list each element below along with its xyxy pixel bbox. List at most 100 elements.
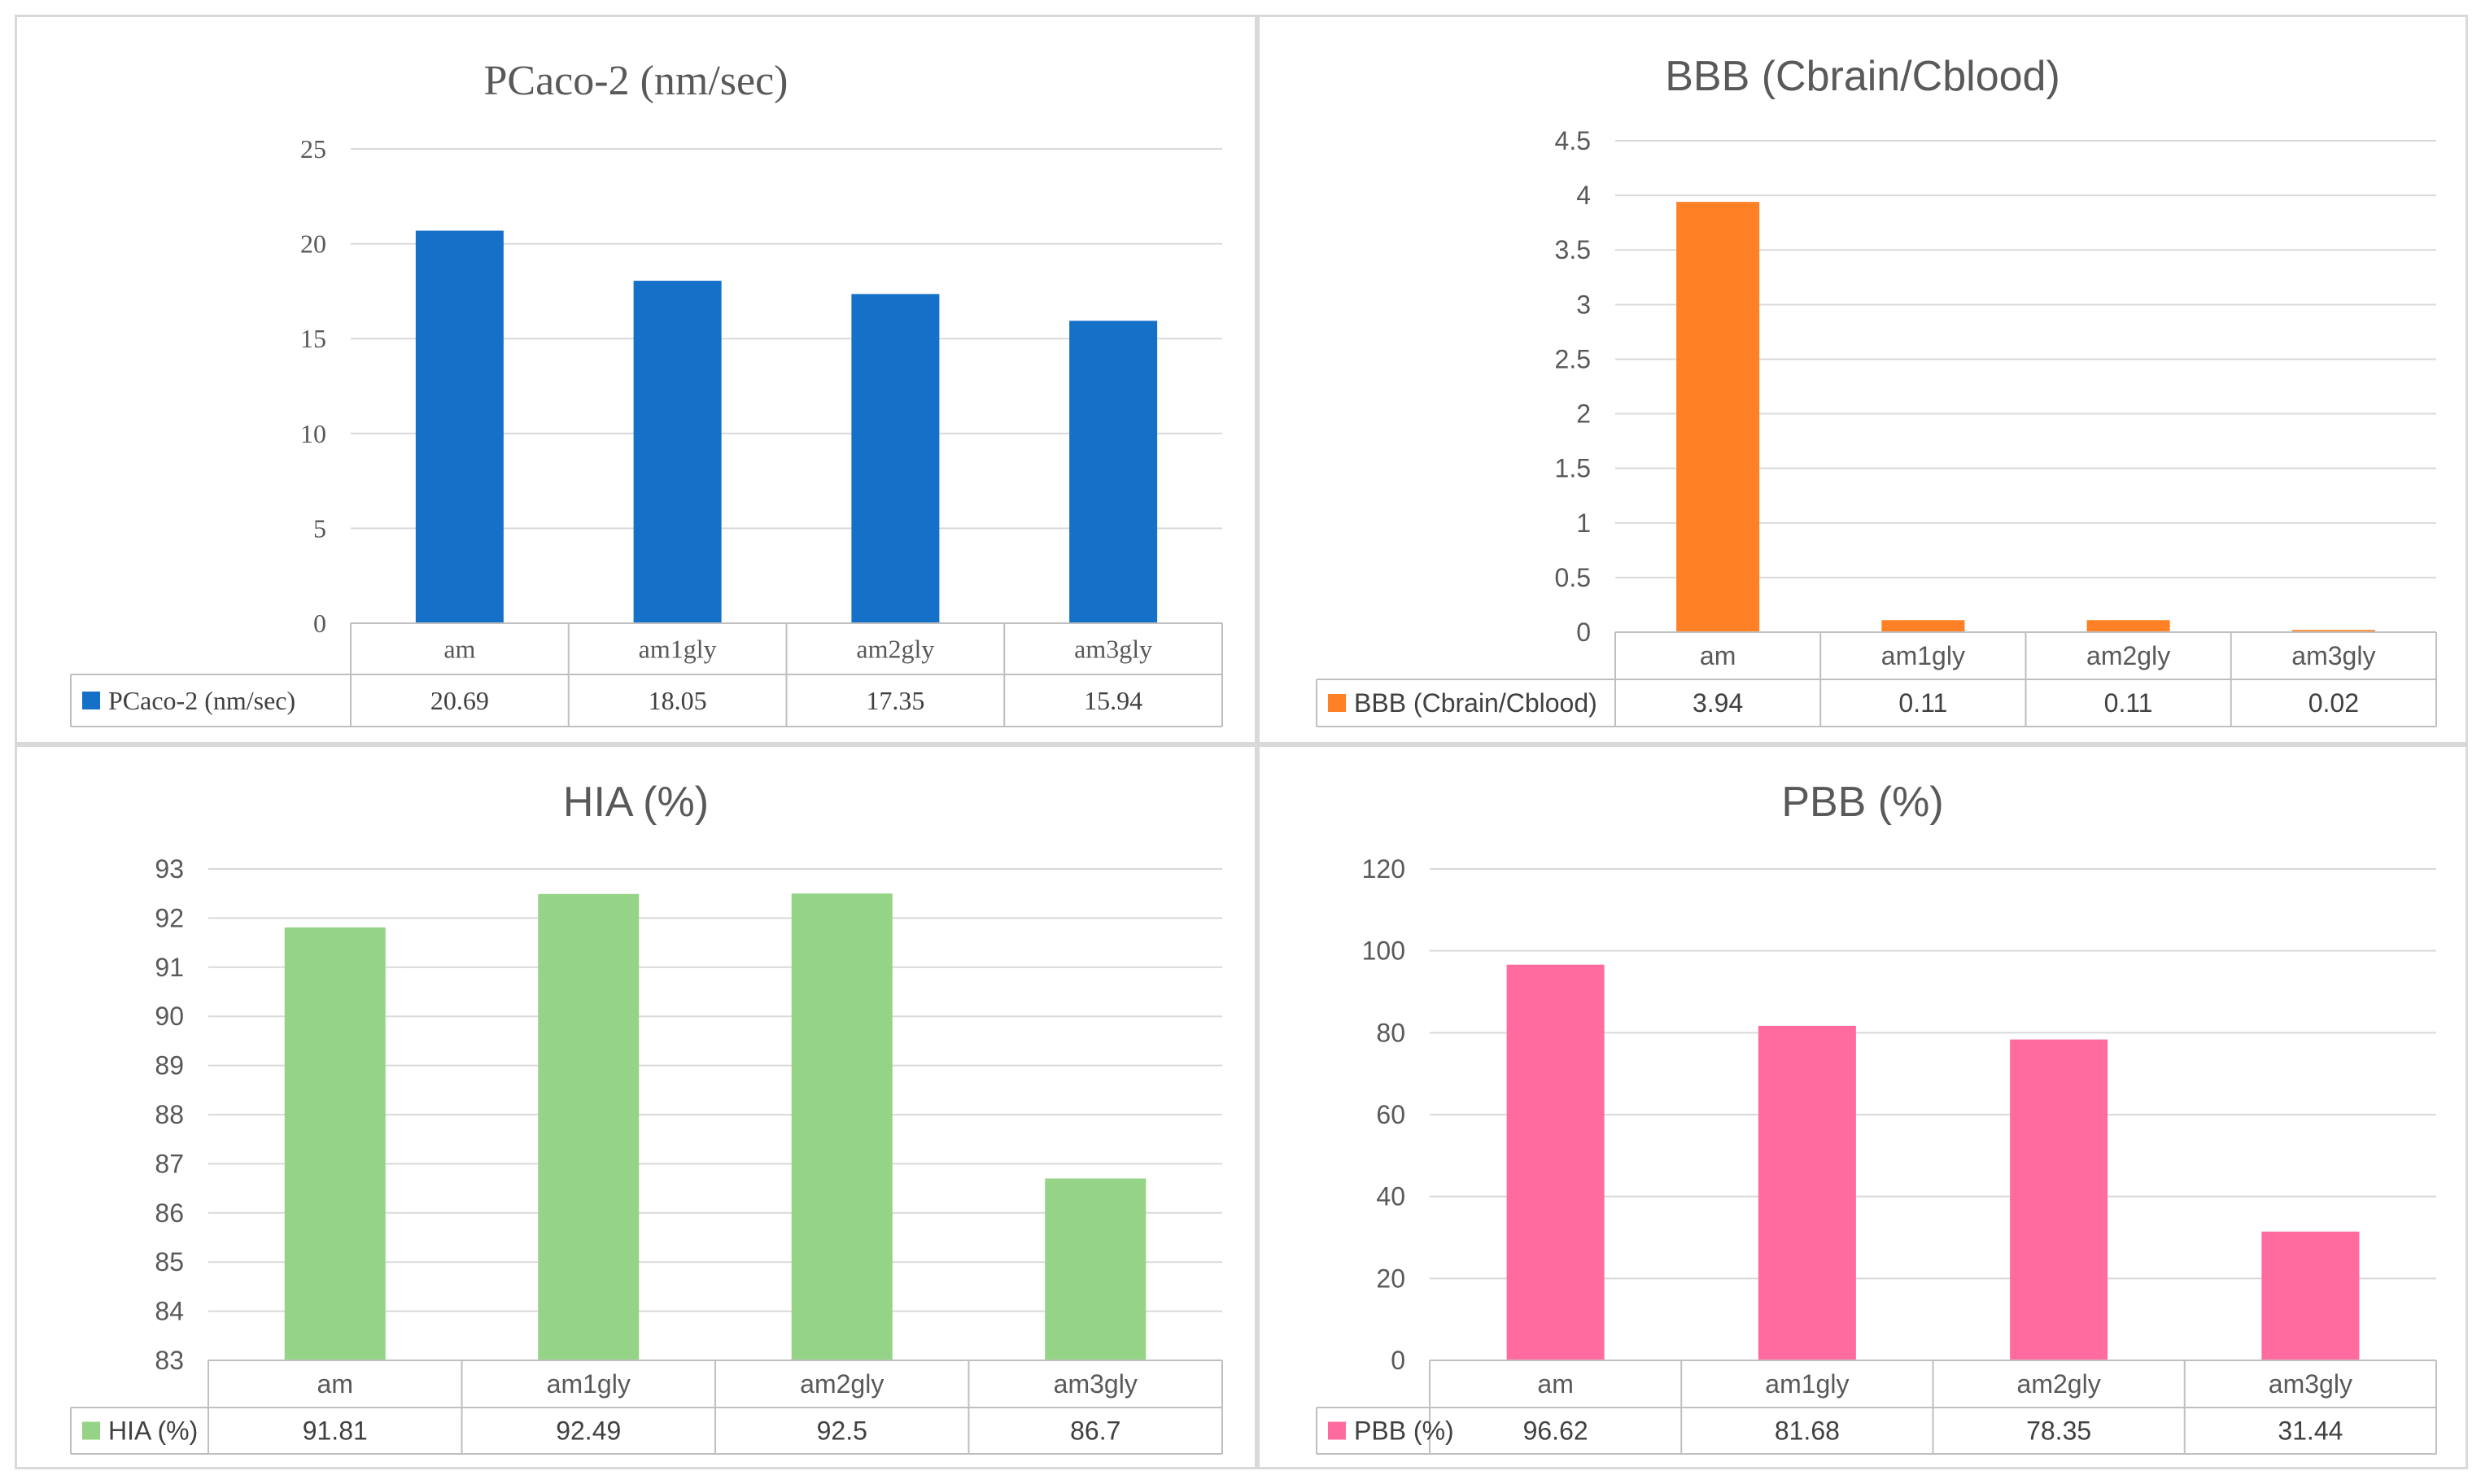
legend-label: PCaco-2 (nm/sec) <box>108 686 295 715</box>
bar-am1gly <box>1758 1025 1856 1360</box>
y-tick-label: 92 <box>155 903 184 932</box>
chart-hia-svg: HIA (%) 83 84 85 86 87 88 89 90 91 92 93 am 91.81 am1g… <box>70 779 1223 1455</box>
y-tick-label: 93 <box>155 854 184 884</box>
y-tick-label: 87 <box>155 1149 184 1178</box>
category-label: am2gly <box>856 635 934 664</box>
category-label: am3gly <box>1054 1369 1138 1399</box>
y-tick-label: 84 <box>155 1297 184 1326</box>
bar-am2gly <box>791 893 893 1360</box>
legend-label: BBB (Cbrain/Cblood) <box>1354 688 1597 718</box>
chart-bbb-svg: BBB (Cbrain/Cblood) 0 0.5 1 1.5 2 2.5 3 3.5 4 4.5 a… <box>1316 53 2437 727</box>
bar-am3gly <box>1069 321 1158 623</box>
y-tick-label: 20 <box>1376 1264 1405 1293</box>
category-label: am <box>1537 1369 1573 1399</box>
bar-am <box>284 927 386 1360</box>
y-tick-label: 90 <box>155 1002 184 1031</box>
legend-swatch <box>82 692 100 709</box>
y-tick-label: 91 <box>155 953 184 982</box>
value-label: 92.49 <box>556 1416 621 1446</box>
y-tick-label: 4.5 <box>1555 126 1591 155</box>
bar-am1gly <box>538 893 640 1360</box>
category-label: am <box>443 635 475 664</box>
bar-am3gly <box>2291 630 2375 632</box>
value-label: 31.44 <box>2278 1416 2343 1446</box>
bar-am <box>1506 964 1605 1360</box>
y-tick-label: 10 <box>300 419 326 448</box>
y-tick-label: 83 <box>155 1346 184 1375</box>
y-tick-label: 2.5 <box>1555 344 1591 373</box>
bar-am3gly <box>2261 1231 2360 1360</box>
value-label: 91.81 <box>303 1416 368 1446</box>
bar-am2gly <box>2086 620 2170 632</box>
y-tick-label: 20 <box>300 229 326 259</box>
bar-am3gly <box>1045 1178 1147 1360</box>
category-label: am3gly <box>2291 641 2375 670</box>
chart-title: PCaco-2 (nm/sec) <box>483 58 788 104</box>
legend-swatch <box>1328 1421 1346 1440</box>
y-tick-label: 88 <box>155 1100 184 1129</box>
value-label: 86.7 <box>1070 1416 1120 1446</box>
y-tick-label: 3 <box>1576 290 1591 319</box>
y-tick-label: 5 <box>313 513 326 543</box>
y-tick-label: 15 <box>300 324 326 353</box>
y-tick-label: 1.5 <box>1555 454 1591 483</box>
value-label: 92.5 <box>817 1416 867 1446</box>
legend-swatch <box>1328 694 1346 712</box>
bar-am2gly <box>851 294 940 623</box>
chart-title: HIA (%) <box>563 779 709 826</box>
bar-am <box>1676 202 1760 633</box>
category-label: am1gly <box>1765 1369 1849 1399</box>
chart-panel-hia: HIA (%) 83 84 85 86 87 88 89 90 91 92 93 am 91.81 am1g… <box>15 744 1257 1469</box>
value-label: 81.68 <box>1775 1416 1840 1446</box>
bar-am1gly <box>1881 620 1965 632</box>
y-tick-label: 60 <box>1376 1100 1405 1129</box>
y-tick-label: 0.5 <box>1555 563 1591 592</box>
y-tick-label: 1 <box>1576 508 1591 538</box>
y-tick-label: 0 <box>1391 1346 1405 1375</box>
category-label: am3gly <box>1074 635 1152 664</box>
y-tick-label: 2 <box>1576 399 1591 429</box>
bar-am2gly <box>2010 1039 2108 1360</box>
chart-title: PBB (%) <box>1781 779 1943 826</box>
chart-panel-bbb: BBB (Cbrain/Cblood) 0 0.5 1 1.5 2 2.5 3 3.5 4 4.5 a… <box>1257 15 2468 744</box>
value-label: 0.02 <box>2308 688 2359 718</box>
category-label: am1gly <box>639 635 717 664</box>
bar-am1gly <box>633 281 722 623</box>
y-tick-label: 80 <box>1376 1018 1405 1047</box>
category-label: am1gly <box>1881 641 1965 670</box>
y-tick-label: 40 <box>1376 1182 1405 1211</box>
category-label: am1gly <box>547 1369 631 1399</box>
value-label: 3.94 <box>1693 688 1743 718</box>
value-label: 20.69 <box>430 686 489 715</box>
value-label: 0.11 <box>2104 688 2153 718</box>
legend-label: PBB (%) <box>1354 1416 1454 1446</box>
y-tick-label: 120 <box>1362 854 1405 884</box>
value-label: 15.94 <box>1084 686 1142 715</box>
value-label: 96.62 <box>1523 1416 1588 1446</box>
value-label: 18.05 <box>649 686 707 715</box>
y-tick-label: 3.5 <box>1555 235 1591 264</box>
value-label: 17.35 <box>866 686 924 715</box>
y-tick-label: 0 <box>1576 618 1591 647</box>
y-tick-label: 0 <box>313 609 326 638</box>
legend-swatch <box>82 1421 100 1440</box>
y-tick-label: 86 <box>155 1198 184 1228</box>
bar-am <box>415 230 504 623</box>
y-tick-label: 85 <box>155 1247 184 1277</box>
category-label: am2gly <box>2086 641 2170 670</box>
y-tick-label: 100 <box>1362 936 1405 966</box>
y-tick-label: 25 <box>300 134 326 164</box>
value-label: 78.35 <box>2026 1416 2091 1446</box>
legend-label: HIA (%) <box>108 1416 198 1446</box>
chart-title: BBB (Cbrain/Cblood) <box>1665 53 2060 100</box>
category-label: am2gly <box>800 1369 884 1399</box>
y-tick-label: 4 <box>1576 181 1591 210</box>
value-label: 0.11 <box>1898 688 1947 718</box>
category-label: am2gly <box>2017 1369 2101 1399</box>
y-tick-label: 89 <box>155 1051 184 1080</box>
chart-pcaco2-svg: PCaco-2 (nm/sec) 0 5 10 15 20 25 am 20.69 am1gly 1… <box>70 58 1223 727</box>
category-label: am3gly <box>2269 1369 2352 1399</box>
chart-pbb-svg: PBB (%) 0 20 40 60 80 100 120 am 96.62 am1gly 81.68… <box>1316 779 2437 1455</box>
chart-panel-pcaco2: PCaco-2 (nm/sec) 0 5 10 15 20 25 am 20.69 am1gly 1… <box>15 15 1257 744</box>
chart-panel-pbb: PBB (%) 0 20 40 60 80 100 120 am 96.62 am1gly 81.68… <box>1257 744 2468 1469</box>
